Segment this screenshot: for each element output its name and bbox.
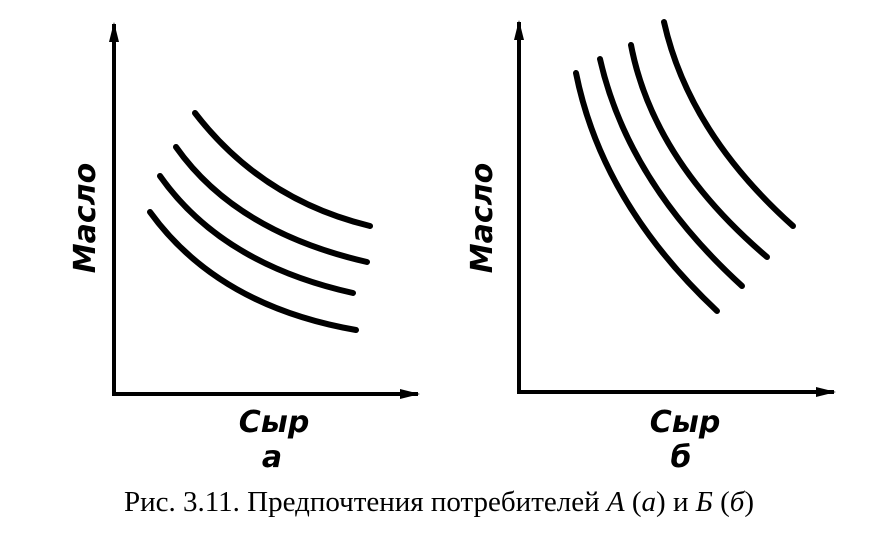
caption-panel-b-letter: б: [729, 486, 745, 518]
panel-b-indifference-curve-2: [597, 56, 745, 289]
panel-a-indifference-curve-1: [147, 209, 359, 333]
panel-a: Масло Сыр а: [68, 22, 420, 475]
figure-caption: Рис. 3.11. Предпочтения потребителей А (…: [0, 486, 878, 519]
panel-a-label: а: [262, 440, 282, 475]
panel-b-indifference-curve-3: [628, 42, 770, 260]
panel-a-indifference-curve-2: [157, 173, 356, 296]
panel-b-x-axis-label: Сыр: [650, 405, 721, 440]
caption-consumer-b: Б: [695, 486, 713, 518]
panel-b-y-axis-label: Масло: [465, 163, 500, 273]
caption-panel-a-ref: (а): [631, 486, 666, 518]
panel-b: Масло Сыр б: [465, 19, 836, 475]
caption-conjunction: и: [665, 486, 696, 518]
panel-b-indifference-curve-1: [573, 70, 720, 314]
caption-prefix: Рис. 3.11. Предпочтения потребителей: [123, 486, 607, 518]
panel-a-indifference-curve-4: [192, 110, 373, 229]
caption-panel-a-letter: а: [641, 486, 657, 518]
panel-a-y-axis-label: Масло: [68, 163, 103, 273]
caption-consumer-a: А: [606, 486, 625, 518]
panel-b-indifference-curve-4: [661, 19, 796, 229]
panel-b-label: б: [671, 440, 692, 475]
panel-a-x-axis-label: Сыр: [239, 405, 310, 440]
panel-a-indifference-curve-3: [173, 144, 370, 265]
caption-panel-b-ref: (б): [720, 486, 755, 518]
